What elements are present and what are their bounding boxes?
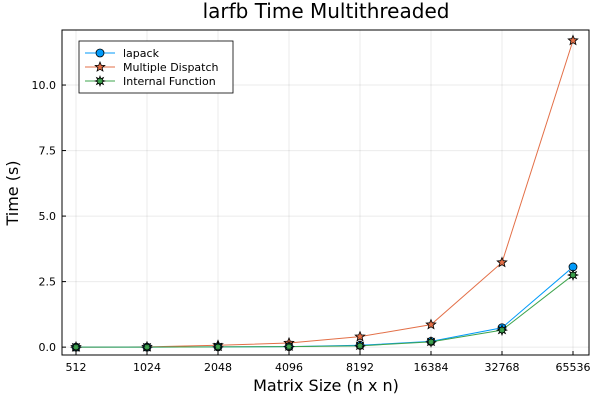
data-point bbox=[70, 341, 82, 354]
y-tick-label: 7.5 bbox=[39, 145, 57, 158]
axis-ticks: 512 1024 2048 4096 8192 16384 32768 65536 0.0 2.5… bbox=[32, 79, 591, 374]
grid bbox=[62, 30, 589, 355]
x-axis-label: Matrix Size (n x n) bbox=[253, 376, 399, 395]
data-point bbox=[425, 318, 437, 330]
data-point bbox=[496, 324, 508, 337]
data-point bbox=[141, 341, 153, 354]
data-point bbox=[354, 339, 366, 352]
x-tick-label: 8192 bbox=[346, 361, 374, 374]
series-line bbox=[76, 266, 574, 348]
data-point bbox=[496, 256, 508, 268]
x-tick-label: 512 bbox=[66, 361, 87, 374]
series-layer bbox=[70, 34, 579, 354]
legend-marker bbox=[95, 48, 105, 58]
series-line bbox=[76, 274, 574, 348]
x-tick-label: 1024 bbox=[133, 361, 161, 374]
legend-marker bbox=[94, 60, 106, 72]
chart-title: larfb Time Multithreaded bbox=[203, 0, 450, 23]
y-axis-label: Time (s) bbox=[3, 160, 22, 226]
data-point bbox=[283, 340, 295, 353]
data-point bbox=[567, 269, 579, 282]
x-tick-label: 16384 bbox=[414, 361, 449, 374]
legend-label: Internal Function bbox=[123, 75, 216, 88]
plot-frame bbox=[61, 29, 590, 356]
data-point bbox=[567, 34, 579, 46]
x-tick-label: 4096 bbox=[275, 361, 303, 374]
data-point bbox=[425, 335, 437, 348]
legend-label: lapack bbox=[123, 47, 160, 60]
y-tick-label: 10.0 bbox=[32, 79, 57, 92]
x-tick-label: 2048 bbox=[204, 361, 232, 374]
y-tick-label: 5.0 bbox=[39, 210, 57, 223]
legend-label: Multiple Dispatch bbox=[123, 61, 219, 74]
y-tick-label: 0.0 bbox=[39, 341, 57, 354]
y-tick-label: 2.5 bbox=[39, 276, 57, 289]
data-point bbox=[212, 340, 224, 353]
x-tick-label: 32768 bbox=[485, 361, 520, 374]
data-point bbox=[354, 330, 366, 342]
legend-marker bbox=[94, 75, 106, 87]
x-tick-label: 65536 bbox=[556, 361, 591, 374]
